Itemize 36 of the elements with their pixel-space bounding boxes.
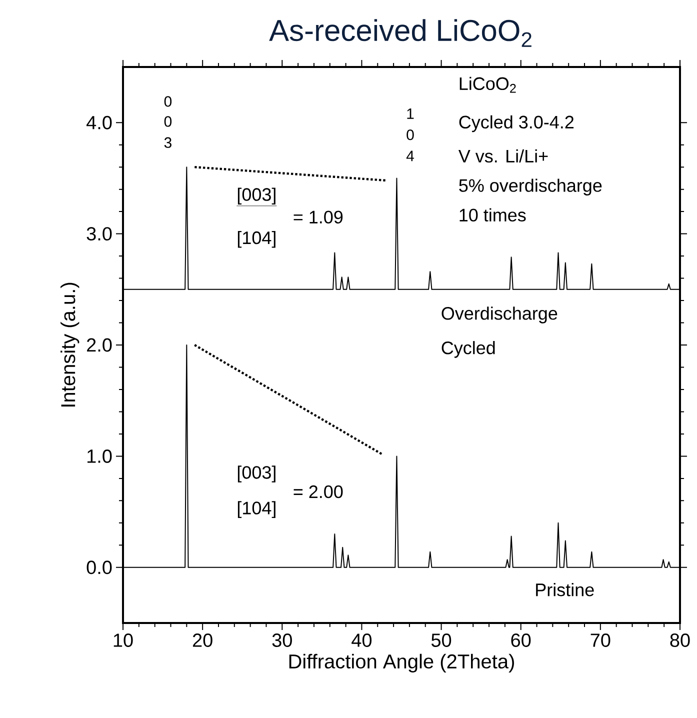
annotation: 0 [406,130,414,140]
annotation: 3 [164,137,172,148]
annotation: [003] [238,466,276,482]
chart-title: As-received LiCoO$_{2}$ [269,19,532,47]
x-tick-label: 30 [272,634,292,647]
annotation: LiCoO$_{2}$ [460,76,516,93]
annotation: Cycled 3.0-4.2 [459,115,574,132]
annotation: 1 [407,108,414,119]
x-tick-label: 10 [114,634,133,647]
y-tick-label: 4.0 [86,116,112,130]
annotation: = 1.09 [294,210,343,224]
annotation: [003] [238,188,276,204]
annotation: [104] [238,501,276,518]
x-tick-label: 80 [670,634,690,647]
y-tick-label: 0.0 [86,560,112,574]
y-axis-title: Intensity (a.u.) [60,282,80,407]
annotation: [104] [238,230,276,248]
annotation: Cycled [442,341,495,358]
x-tick-label: 70 [590,634,610,647]
annotation: Pristine [536,583,594,596]
y-tick-label: 3.0 [86,227,112,241]
x-tick-label: 60 [511,634,531,647]
x-tick-label: 50 [431,634,452,647]
x-tick-label: 40 [352,634,372,647]
annotation: 10 times [460,208,526,222]
x-tick-label: 20 [192,634,212,647]
y-tick-label: 2.0 [87,338,112,352]
annotation: 0 [164,116,172,127]
annotation: 4 [406,150,414,162]
annotation: V vs. Li/Li+ [458,149,548,163]
annotation: 0 [164,96,172,107]
y-tick-label: 1.0 [87,449,112,463]
x-axis-title: Diffraction Angle (2Theta) [289,654,514,672]
annotation: 5% overdischarge [459,178,602,196]
annotation: = 2.00 [294,485,343,498]
annotation: Overdischarge [442,306,558,324]
